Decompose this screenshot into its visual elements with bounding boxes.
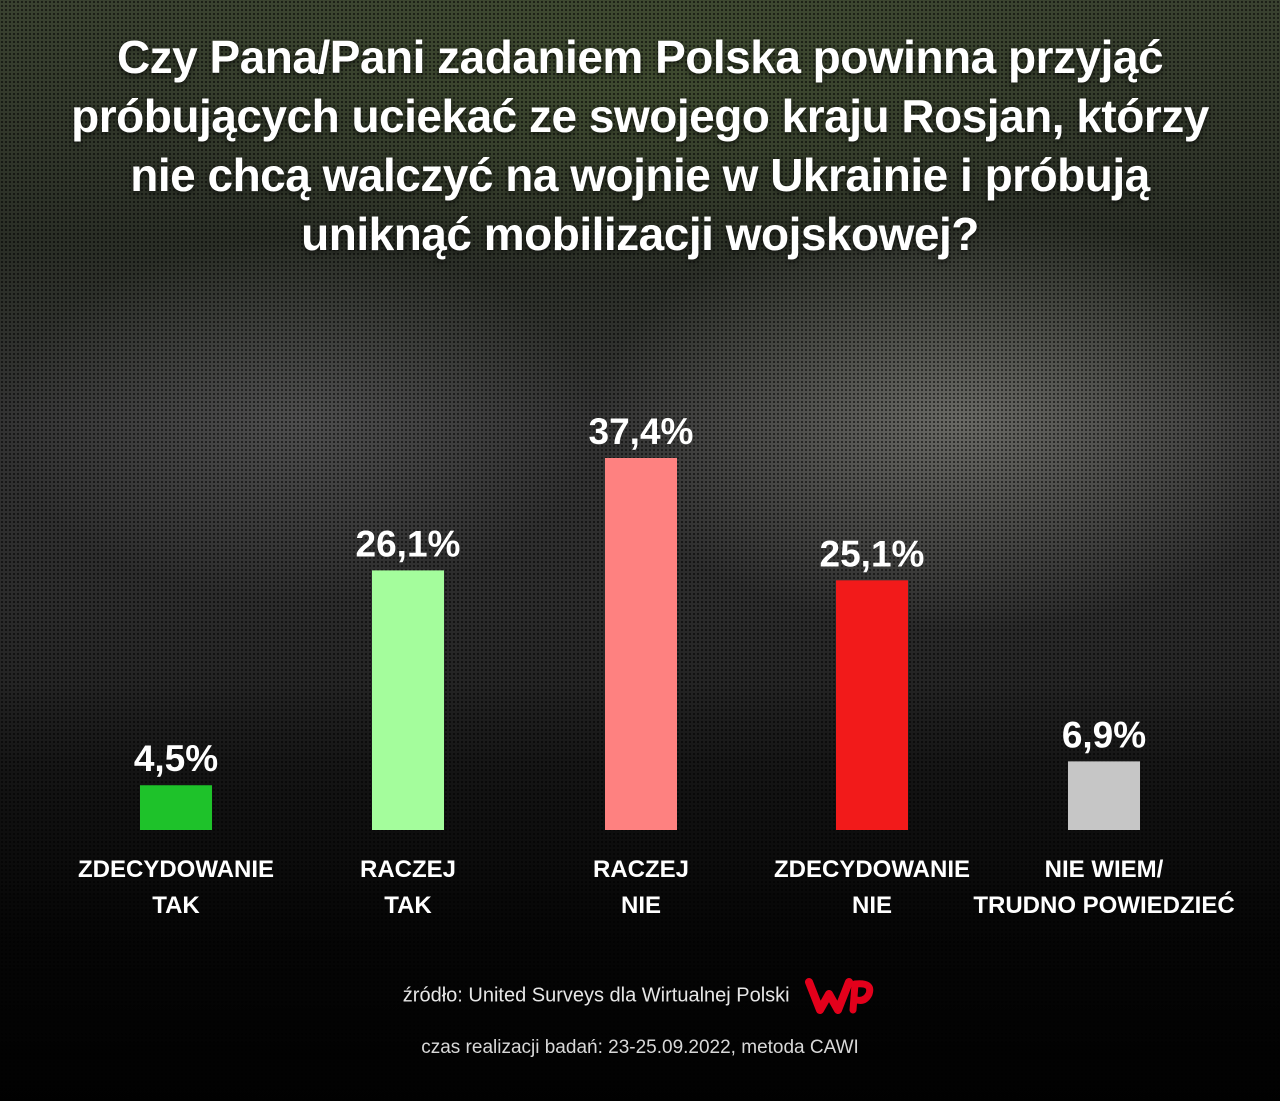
source-text: źródło: United Surveys dla Wirtualnej Po…: [402, 984, 790, 1007]
source-note: źródło: United Surveys dla Wirtualnej Po…: [0, 976, 1280, 1016]
value-label-1: 26,1%: [356, 523, 461, 564]
bar-1: [372, 570, 444, 830]
wp-logo: [805, 978, 874, 1014]
category-label-4-0: NIE WIEM/: [1045, 856, 1164, 883]
survey-timing: czas realizacji badań: 23-25.09.2022, me…: [421, 1037, 859, 1058]
bar-3: [836, 580, 908, 830]
category-label-3-1: NIE: [852, 892, 892, 919]
value-label-4: 6,9%: [1062, 714, 1146, 755]
bar-4: [1068, 761, 1140, 830]
chart-title: Czy Pana/Pani zadaniem Polska powinna pr…: [71, 31, 1209, 260]
category-label-3-0: ZDECYDOWANIE: [774, 856, 970, 883]
category-label-4-1: TRUDNO POWIEDZIEĆ: [973, 891, 1234, 919]
bar-2: [605, 458, 677, 830]
category-label-0-1: TAK: [152, 892, 200, 919]
value-label-2: 37,4%: [589, 411, 694, 452]
value-label-0: 4,5%: [134, 738, 218, 779]
category-label-0-0: ZDECYDOWANIE: [78, 856, 274, 883]
category-label-2-1: NIE: [621, 892, 661, 919]
category-label-2-0: RACZEJ: [593, 856, 689, 883]
category-label-1-1: TAK: [384, 892, 432, 919]
value-label-3: 25,1%: [820, 533, 925, 574]
category-label-1-0: RACZEJ: [360, 856, 456, 883]
bar-0: [140, 785, 212, 830]
